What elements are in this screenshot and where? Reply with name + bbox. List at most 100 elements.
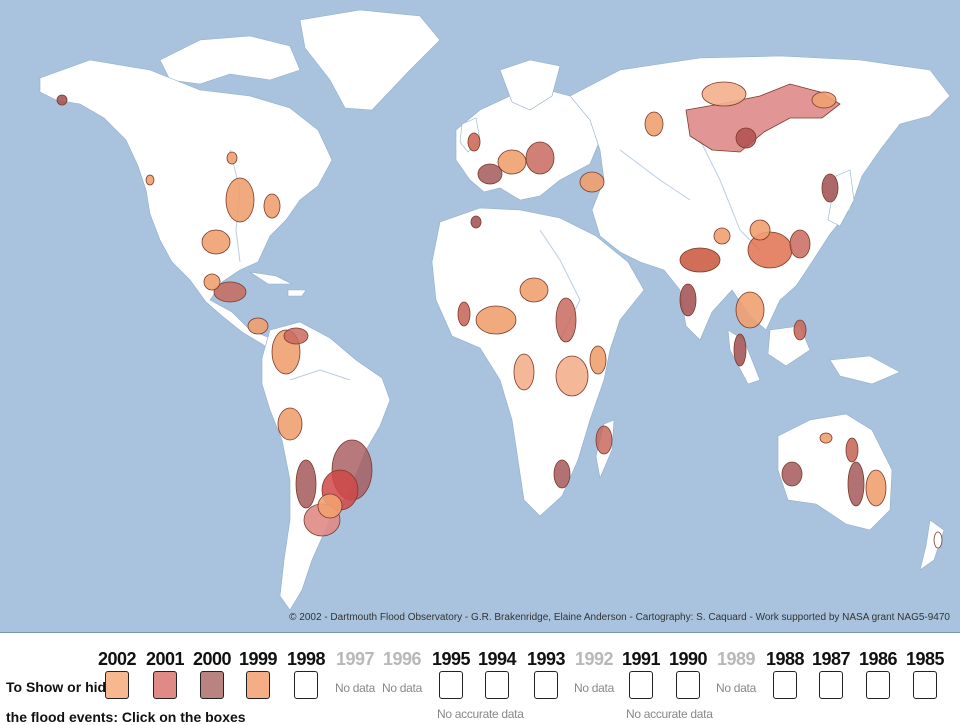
scandinavia bbox=[499, 59, 561, 111]
flood-area bbox=[56, 94, 68, 106]
no-accurate-data-note-1: No accurate data bbox=[437, 707, 524, 721]
land-masses bbox=[39, 9, 951, 611]
year-label-2001: 2001 bbox=[145, 649, 185, 669]
toggle-box-2000[interactable] bbox=[200, 671, 224, 699]
south-america bbox=[261, 321, 391, 611]
flood-area bbox=[203, 273, 221, 291]
africa bbox=[431, 207, 645, 517]
year-label-1985: 1985 bbox=[905, 649, 945, 669]
flood-area bbox=[735, 127, 757, 149]
no-accurate-data-note-2: No accurate data bbox=[626, 707, 713, 721]
year-label-1997: 1997 bbox=[335, 649, 375, 669]
year-label-1990: 1990 bbox=[668, 649, 708, 669]
year-label-2002: 2002 bbox=[97, 649, 137, 669]
flood-area bbox=[553, 459, 571, 489]
flood-area bbox=[821, 173, 839, 203]
year-label-2000: 2000 bbox=[192, 649, 232, 669]
flood-area bbox=[845, 437, 859, 463]
toggle-box-1995[interactable] bbox=[439, 671, 463, 699]
year-label-1994: 1994 bbox=[477, 649, 517, 669]
year-label-1999: 1999 bbox=[238, 649, 278, 669]
year-label-1991: 1991 bbox=[621, 649, 661, 669]
year-label-1992: 1992 bbox=[574, 649, 614, 669]
flood-area bbox=[213, 281, 247, 303]
new-guinea bbox=[829, 355, 901, 385]
toggle-box-1998[interactable] bbox=[294, 671, 318, 699]
flood-area bbox=[811, 91, 837, 109]
flood-area bbox=[467, 132, 481, 152]
world-flood-map: © 2002 - Dartmouth Flood Observatory - G… bbox=[0, 0, 960, 632]
flood-area bbox=[713, 227, 731, 245]
no-data-label-1992: No data bbox=[574, 681, 614, 695]
year-label-1996: 1996 bbox=[382, 649, 422, 669]
flood-area bbox=[145, 174, 155, 186]
year-label-1988: 1988 bbox=[765, 649, 805, 669]
toggle-box-1991[interactable] bbox=[629, 671, 653, 699]
map-credit: © 2002 - Dartmouth Flood Observatory - G… bbox=[289, 612, 950, 623]
flood-area bbox=[470, 215, 482, 229]
flood-area bbox=[555, 297, 577, 343]
flood-area bbox=[475, 305, 517, 335]
flood-area bbox=[579, 171, 605, 193]
map-svg bbox=[0, 0, 960, 632]
flood-area bbox=[277, 407, 303, 441]
flood-area bbox=[933, 531, 943, 549]
arctic-islands bbox=[159, 35, 301, 85]
flood-area bbox=[789, 229, 811, 259]
hispaniola bbox=[287, 289, 307, 297]
flood-area bbox=[457, 301, 471, 327]
flood-area bbox=[225, 177, 255, 223]
toggle-box-1990[interactable] bbox=[676, 671, 700, 699]
asia bbox=[569, 55, 951, 341]
flood-area bbox=[525, 141, 555, 175]
year-label-1987: 1987 bbox=[811, 649, 851, 669]
flood-area bbox=[595, 425, 613, 455]
instruction-line-1: To Show or hide bbox=[6, 679, 114, 695]
toggle-box-1999[interactable] bbox=[246, 671, 270, 699]
flood-area bbox=[513, 353, 535, 391]
no-data-label-1989: No data bbox=[716, 681, 756, 695]
flood-area bbox=[226, 151, 238, 165]
toggle-box-2002[interactable] bbox=[105, 671, 129, 699]
greenland bbox=[299, 9, 441, 111]
toggle-box-1988[interactable] bbox=[773, 671, 797, 699]
flood-area bbox=[497, 149, 527, 175]
toggle-box-1987[interactable] bbox=[819, 671, 843, 699]
flood-area bbox=[589, 345, 607, 375]
flood-area bbox=[317, 493, 343, 519]
flood-area bbox=[685, 83, 841, 153]
flood-area bbox=[201, 229, 231, 255]
year-label-1993: 1993 bbox=[526, 649, 566, 669]
year-label-1989: 1989 bbox=[716, 649, 756, 669]
toggle-box-1985[interactable] bbox=[913, 671, 937, 699]
flood-area bbox=[644, 111, 664, 137]
no-data-label-1997: No data bbox=[335, 681, 375, 695]
flood-area bbox=[519, 277, 549, 303]
flood-area bbox=[263, 193, 281, 219]
flood-area bbox=[701, 81, 747, 107]
flood-area bbox=[247, 317, 269, 335]
year-label-1986: 1986 bbox=[858, 649, 898, 669]
year-legend: To Show or hide the flood events: Click … bbox=[0, 632, 960, 725]
flood-area bbox=[679, 247, 721, 273]
flood-area bbox=[477, 163, 503, 185]
flood-area bbox=[781, 461, 803, 487]
flood-area bbox=[865, 469, 887, 507]
flood-area bbox=[555, 355, 589, 397]
toggle-box-1986[interactable] bbox=[866, 671, 890, 699]
cuba bbox=[249, 271, 293, 285]
toggle-box-2001[interactable] bbox=[153, 671, 177, 699]
flood-events bbox=[56, 81, 943, 549]
flood-area bbox=[749, 219, 771, 241]
flood-area bbox=[819, 432, 833, 444]
no-data-label-1996: No data bbox=[382, 681, 422, 695]
flood-area bbox=[295, 459, 317, 509]
flood-area bbox=[793, 319, 807, 341]
flood-area bbox=[283, 327, 309, 345]
flood-area bbox=[679, 283, 697, 317]
instruction-line-2: the flood events: Click on the boxes bbox=[6, 709, 246, 725]
year-label-1995: 1995 bbox=[431, 649, 471, 669]
flood-area bbox=[735, 291, 765, 329]
toggle-box-1994[interactable] bbox=[485, 671, 509, 699]
toggle-box-1993[interactable] bbox=[534, 671, 558, 699]
